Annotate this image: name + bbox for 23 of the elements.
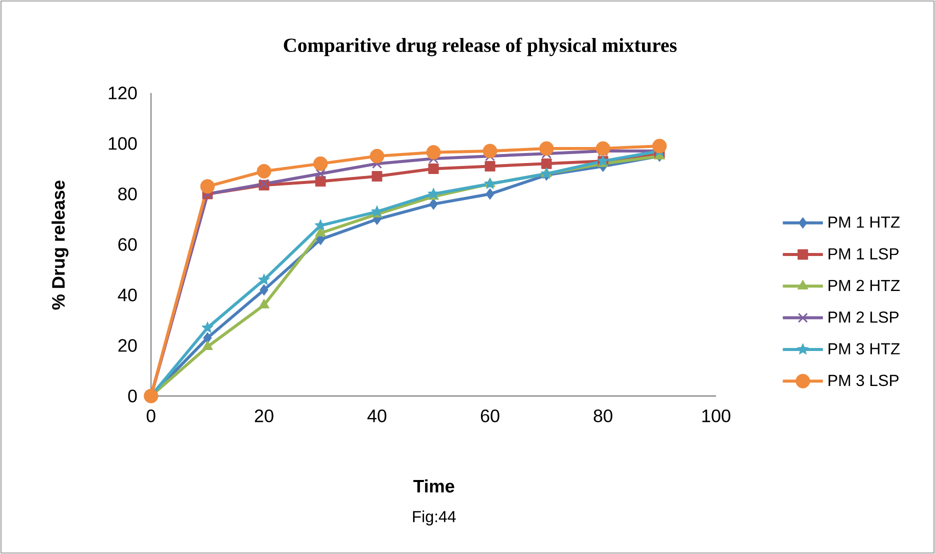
y-tick-label: 80 — [118, 188, 137, 200]
legend-label: PM 1 HTZ — [828, 216, 900, 228]
y-tick-label: 120 — [108, 86, 137, 100]
legend-label: PM 3 HTZ — [828, 343, 900, 354]
y-tick-label: 60 — [118, 238, 137, 251]
x-tick-label: 0 — [146, 410, 156, 422]
y-axis-title: % Drug release — [52, 180, 68, 310]
y-tick-label: 100 — [108, 137, 137, 150]
y-tick-label: 0 — [128, 390, 137, 402]
x-tick-label: 60 — [480, 410, 500, 422]
chart-title: Comparitive drug release of physical mixtures — [284, 38, 677, 56]
x-tick-label: 80 — [594, 410, 612, 422]
y-tick-label: 40 — [118, 288, 137, 302]
legend-label: PM 2 HTZ — [828, 280, 900, 291]
y-tick-label: 20 — [118, 339, 137, 352]
legend-label: PM 2 LSP — [828, 311, 899, 323]
x-axis-title: Time — [413, 479, 454, 493]
text: Fig:44 — [413, 510, 456, 526]
legend-label: PM 1 LSP — [828, 248, 899, 260]
x-tick-label: 100 — [702, 410, 730, 422]
legend-label: PM 3 LSP — [828, 374, 899, 386]
x-tick-label: 40 — [367, 410, 386, 422]
x-tick-label: 20 — [254, 410, 274, 422]
